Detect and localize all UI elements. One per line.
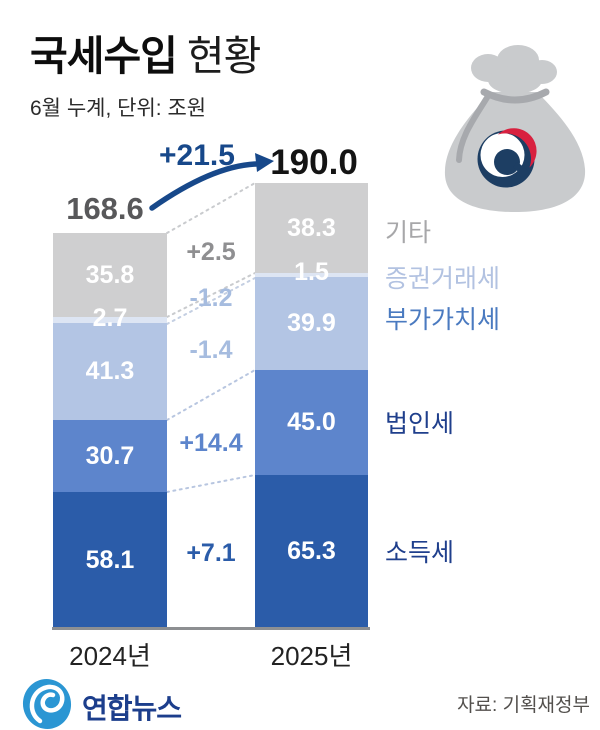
government-emblem-icon: [477, 128, 537, 188]
segment-2025-corporate: 45.0: [255, 370, 368, 475]
total-2024: 168.6: [66, 191, 144, 226]
total-change: +21.5: [159, 139, 235, 172]
change-income: +7.1: [186, 539, 236, 567]
segment-value-securities: 1.5: [294, 258, 329, 286]
segment-2025-etc: 38.3: [255, 183, 368, 273]
legend-etc: 기타: [385, 219, 432, 247]
segment-value: 41.3: [85, 357, 135, 385]
segment-value-securities: 2.7: [92, 304, 128, 332]
x-label-2025: 2025년: [270, 641, 353, 671]
segment-2024-securities: [53, 317, 167, 323]
segment-2025-income: 65.3: [255, 475, 368, 628]
yonhap-logo-icon: [22, 679, 72, 729]
page-title: 국세수입 현황: [30, 22, 261, 82]
legend-income-tax: 소득세: [385, 539, 455, 567]
segment-2024-income: 58.1: [53, 492, 167, 628]
segment-value: 45.0: [287, 408, 336, 436]
money-bag-icon: [444, 45, 586, 212]
page-title-bold: 국세수입: [30, 33, 178, 79]
total-2025: 190.0: [270, 143, 358, 182]
segment-value: 30.7: [85, 441, 135, 470]
x-label-2024: 2024년: [69, 641, 151, 671]
legend-vat: 부가가치세: [385, 306, 501, 334]
segment-value: 35.8: [85, 260, 135, 289]
segment-value: 65.3: [287, 537, 336, 565]
segment-2024-corporate: 30.7: [53, 420, 167, 492]
x-axis-line: [52, 627, 370, 630]
bar-2025: 38.3 39.9 45.0 65.3 1.5: [255, 183, 368, 628]
bar-2024: 35.8 41.3 30.7 58.1 2.7: [53, 233, 167, 628]
segment-2025-securities: [255, 273, 368, 277]
change-securities: -1.2: [189, 284, 233, 312]
legend-securities-tax: 증권거래세: [385, 265, 501, 293]
agency-name: 연합뉴스: [82, 693, 182, 724]
page-title-regular: 현황: [186, 33, 261, 79]
legend-corporate-tax: 법인세: [385, 410, 455, 438]
source-text: 자료: 기획재정부: [457, 695, 590, 716]
change-corporate: +14.4: [179, 429, 243, 457]
segment-value: 58.1: [85, 545, 135, 574]
segment-2024-etc: 35.8: [53, 233, 167, 317]
change-etc: +2.5: [186, 238, 236, 266]
segment-2025-vat: 39.9: [255, 277, 368, 370]
change-vat: -1.4: [189, 336, 233, 364]
segment-value: 38.3: [287, 213, 336, 242]
segment-value: 39.9: [287, 309, 336, 337]
chart-subtitle: 6월 누계, 단위: 조원: [30, 97, 207, 120]
segment-2024-vat: 41.3: [53, 323, 167, 420]
